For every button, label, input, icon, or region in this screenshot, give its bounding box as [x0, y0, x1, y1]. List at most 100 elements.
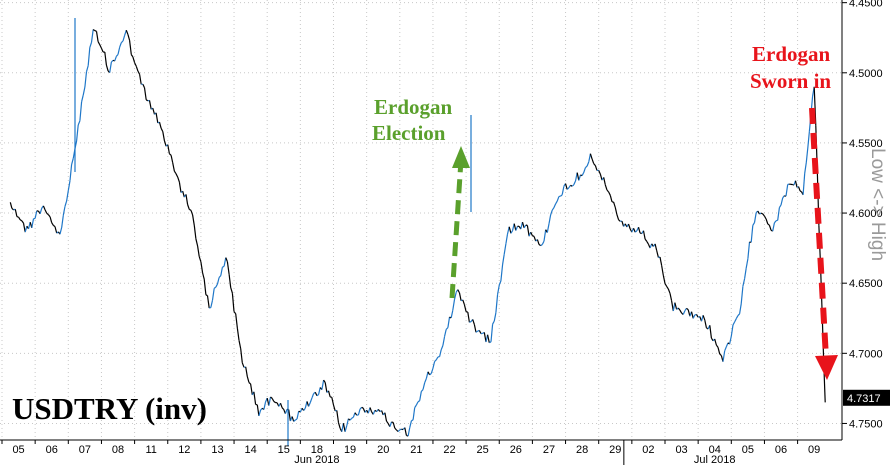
series-segment	[590, 154, 592, 159]
series-segment	[592, 159, 594, 164]
series-segment	[339, 423, 341, 429]
series-segment	[100, 45, 102, 48]
series-segment	[350, 418, 352, 420]
series-segment	[635, 231, 637, 232]
series-segment	[463, 300, 465, 305]
series-segment	[237, 328, 239, 340]
series-segment	[683, 311, 685, 315]
series-segment	[805, 162, 807, 173]
series-segment	[390, 422, 392, 427]
series-segment	[294, 420, 296, 421]
series-segment	[446, 328, 448, 330]
series-segment	[609, 192, 611, 195]
series-segment	[226, 258, 228, 262]
series-segment	[509, 227, 511, 234]
series-segment	[17, 217, 19, 218]
series-segment	[80, 102, 82, 121]
series-segment	[317, 395, 319, 396]
series-segment	[665, 284, 667, 287]
series-segment	[604, 177, 606, 184]
series-segment	[196, 239, 198, 246]
series-segment	[710, 325, 712, 338]
series-segment	[221, 267, 223, 275]
series-segment	[451, 310, 453, 318]
x-tick-label: 29	[609, 444, 621, 456]
series-segment	[309, 403, 311, 407]
series-segment	[720, 354, 722, 356]
series-segment	[289, 410, 291, 421]
series-segment	[120, 43, 122, 47]
series-segment	[105, 52, 107, 65]
series-segment	[544, 230, 546, 242]
last-value-label: 4.7317	[847, 393, 881, 405]
series-segment	[755, 213, 757, 223]
series-segment	[395, 428, 397, 430]
series-segment	[214, 287, 216, 288]
series-segment	[269, 397, 271, 406]
series-segment	[549, 215, 551, 224]
series-segment	[20, 220, 22, 221]
series-segment	[738, 314, 740, 316]
series-segment	[491, 324, 493, 342]
series-segment	[697, 314, 699, 317]
series-segment	[304, 408, 306, 410]
series-segment	[411, 420, 413, 421]
series-segment	[378, 409, 380, 411]
series-segment	[705, 320, 707, 328]
series-segment	[781, 198, 783, 205]
series-segment	[87, 66, 89, 72]
x-tick-label: 06	[46, 444, 58, 456]
series-segment	[229, 274, 231, 287]
series-segment	[692, 312, 694, 319]
series-segment	[494, 313, 496, 321]
series-segment	[425, 379, 427, 383]
series-segment	[373, 410, 375, 414]
series-segment	[334, 405, 336, 411]
series-segment	[160, 122, 162, 128]
series-segment	[503, 254, 505, 264]
series-segment	[285, 409, 287, 414]
series-segment	[421, 390, 423, 392]
series-segment	[53, 225, 55, 226]
series-segment	[678, 308, 680, 310]
series-segment	[746, 259, 748, 268]
series-segment	[786, 185, 788, 197]
series-segment	[40, 208, 42, 214]
series-segment	[644, 231, 646, 239]
x-tick-label: 07	[79, 444, 91, 456]
series-segment	[569, 185, 571, 187]
series-segment	[668, 289, 670, 293]
x-tick-label: 06	[775, 444, 787, 456]
series-segment	[464, 305, 466, 312]
y-tick-label: 4.5000	[849, 68, 883, 80]
series-segment	[143, 84, 145, 88]
series-segment	[140, 74, 142, 84]
series-segment	[474, 325, 476, 333]
series-segment	[496, 294, 498, 312]
series-segment	[199, 256, 201, 261]
series-segment	[123, 35, 125, 41]
series-segment	[145, 88, 147, 100]
series-segment	[539, 244, 541, 245]
x-tick-label: 13	[211, 444, 223, 456]
series-segment	[12, 208, 14, 210]
series-segment	[98, 42, 100, 45]
series-segment	[110, 62, 112, 73]
series-segment	[514, 224, 516, 231]
series-segment	[352, 417, 354, 418]
series-segment	[647, 241, 649, 244]
series-segment	[415, 405, 417, 408]
series-segment	[599, 170, 601, 174]
series-segment	[193, 215, 195, 226]
series-segment	[516, 226, 518, 230]
x-tick-label: 11	[145, 444, 156, 456]
series-segment	[715, 339, 717, 345]
series-segment	[254, 392, 256, 405]
series-segment	[249, 383, 251, 384]
series-segment	[62, 215, 64, 227]
series-segment	[504, 244, 506, 255]
month-label: Jun 2018	[294, 454, 339, 465]
series-segment	[426, 372, 428, 379]
x-tick-label: 03	[675, 444, 687, 456]
